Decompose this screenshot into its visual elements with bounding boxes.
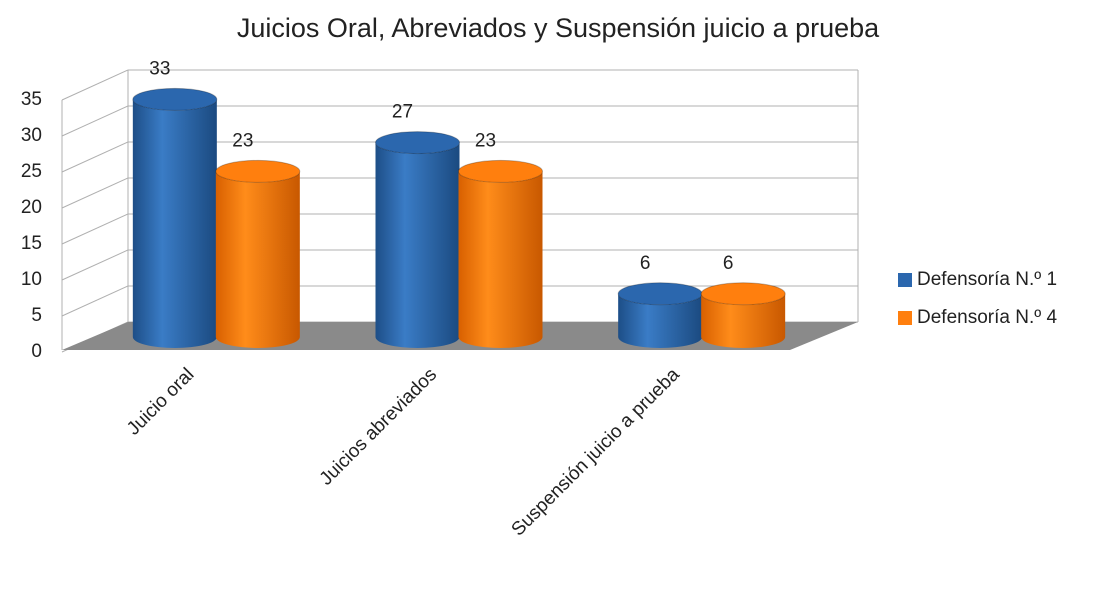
- grid-line: [61, 285, 129, 317]
- data-label: 6: [723, 253, 734, 274]
- y-tick-label: 5: [31, 305, 42, 326]
- x-tick-label: Suspensión juicio a prueba: [508, 364, 684, 540]
- bar-top: [617, 282, 703, 306]
- bar: [215, 171, 300, 348]
- x-tick-label: Juicio oral: [123, 364, 198, 439]
- grid-line: [61, 141, 129, 173]
- y-tick-label: 35: [21, 89, 42, 110]
- y-tick-label: 10: [21, 269, 42, 290]
- grid-line: [61, 69, 129, 101]
- grid-line: [61, 177, 129, 209]
- bar-top: [700, 282, 786, 306]
- x-tick-label: Juicios abreviados: [316, 364, 441, 489]
- data-label: 33: [149, 58, 170, 79]
- bar-top: [132, 87, 218, 111]
- bar: [375, 142, 460, 348]
- bar-top: [458, 159, 543, 183]
- legend-label: Defensoría N.º 4: [917, 307, 1057, 328]
- grid-line: [61, 213, 129, 245]
- y-tick-label: 25: [21, 161, 42, 182]
- grid-line: [61, 249, 129, 281]
- bar-top: [375, 131, 460, 155]
- y-tick-label: 30: [21, 125, 42, 146]
- bar: [458, 171, 543, 348]
- y-tick-label: 15: [21, 233, 42, 254]
- legend-label: Defensoría N.º 1: [917, 269, 1057, 290]
- bar: [701, 293, 786, 348]
- y-tick-label: 20: [21, 197, 42, 218]
- data-label: 6: [640, 253, 651, 274]
- data-label: 23: [232, 130, 253, 151]
- legend-swatch: [898, 311, 912, 325]
- data-label: 23: [475, 130, 496, 151]
- chart-title: Juicios Oral, Abreviados y Suspensión ju…: [237, 13, 880, 43]
- data-label: 27: [392, 102, 413, 123]
- bar-top: [215, 159, 301, 183]
- y-tick-label: 0: [31, 341, 42, 362]
- grid-line: [61, 105, 129, 137]
- legend-swatch: [898, 273, 912, 287]
- bar: [618, 293, 703, 348]
- bar: [132, 99, 217, 349]
